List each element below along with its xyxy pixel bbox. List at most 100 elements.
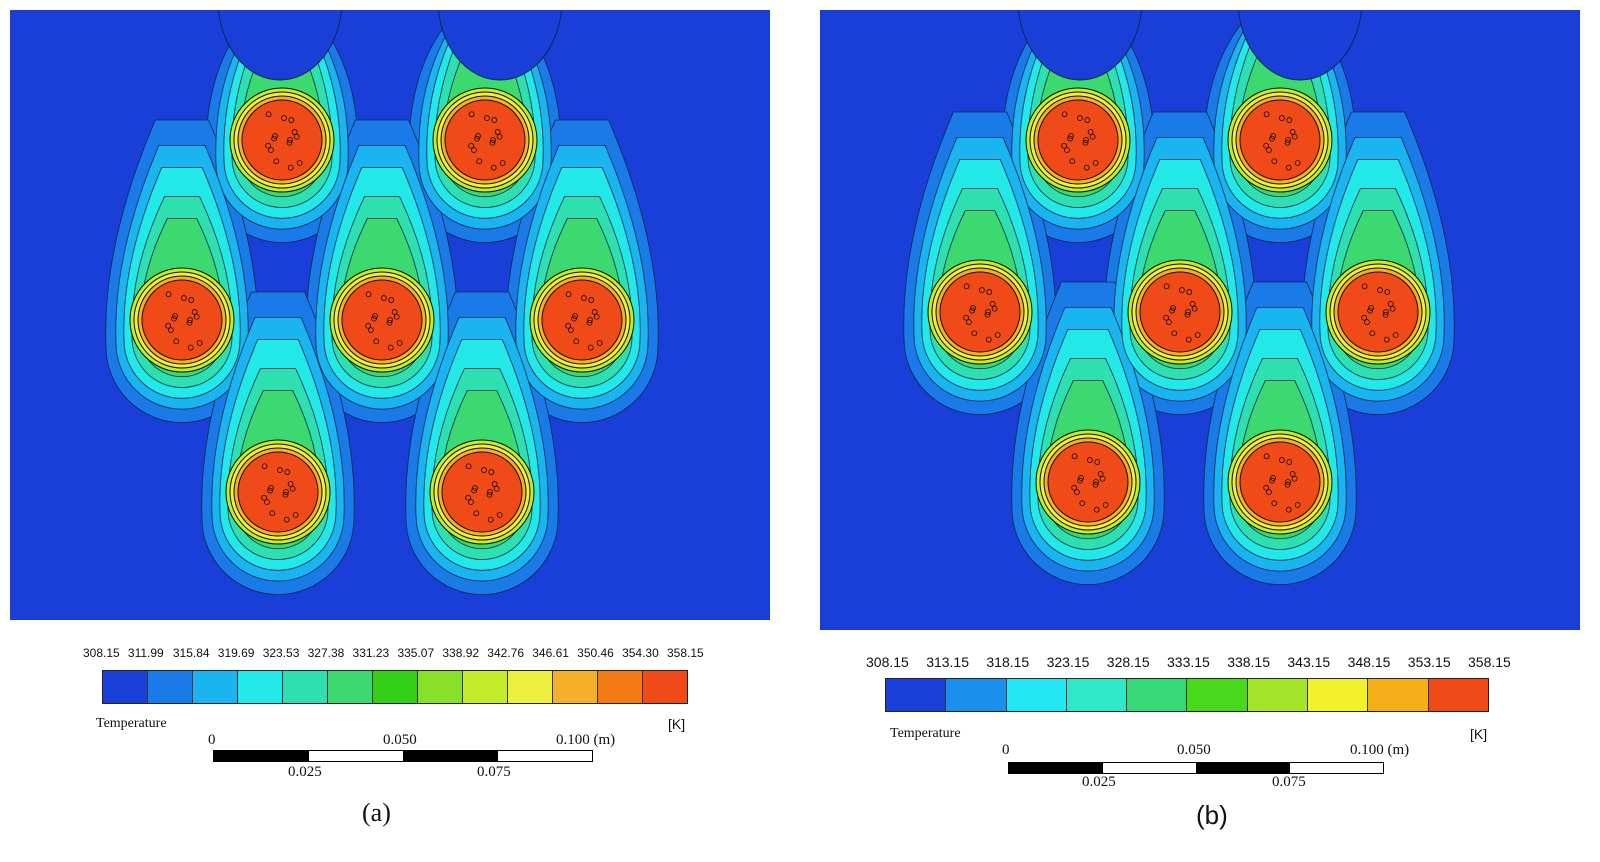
core-speckle bbox=[490, 137, 496, 143]
core-speckle bbox=[1093, 479, 1099, 485]
scale-label-075-b: 0.075 bbox=[1272, 774, 1306, 790]
legend-tick-label: 315.84 bbox=[172, 646, 210, 660]
core-speckle bbox=[1194, 332, 1201, 338]
legend-tick-label: 335.07 bbox=[397, 646, 435, 660]
legend-tick-label: 327.38 bbox=[307, 646, 345, 660]
legend-swatch bbox=[328, 671, 373, 703]
legend-tick-label: 319.69 bbox=[217, 646, 255, 660]
core-speckle bbox=[587, 317, 593, 323]
core-speckle bbox=[1263, 484, 1270, 491]
core-speckle bbox=[1361, 283, 1368, 290]
core-speckle bbox=[476, 158, 483, 165]
core-speckle bbox=[1094, 459, 1101, 465]
scale-label-075-a: 0.075 bbox=[477, 764, 511, 780]
core-speckle bbox=[1377, 287, 1383, 293]
core-speckle bbox=[165, 291, 172, 298]
core-speckle bbox=[287, 481, 294, 487]
core-speckle bbox=[969, 307, 976, 314]
core-speckle bbox=[985, 309, 991, 315]
core-hot bbox=[1047, 441, 1129, 523]
core-speckle bbox=[1294, 502, 1301, 508]
core-speckle bbox=[187, 344, 194, 351]
core-speckle bbox=[1061, 142, 1068, 149]
core-speckle bbox=[181, 295, 187, 301]
core-speckle bbox=[1279, 115, 1285, 121]
core-speckle bbox=[265, 111, 272, 118]
legend-swatch bbox=[1308, 679, 1369, 711]
core-speckle bbox=[171, 315, 178, 322]
legend-swatch bbox=[1006, 679, 1067, 711]
legend-tick-label: 338.92 bbox=[442, 646, 480, 660]
core-speckle bbox=[1289, 471, 1296, 477]
core-speckle bbox=[468, 499, 474, 506]
legend-swatch bbox=[553, 671, 598, 703]
core-speckle bbox=[1269, 135, 1276, 142]
core-speckle bbox=[368, 327, 374, 334]
core-speckle bbox=[1071, 453, 1078, 460]
scale-label-100-b: 0.100 (m) bbox=[1350, 742, 1410, 758]
core-speckle bbox=[985, 336, 992, 343]
legend-title-b: Temperature bbox=[890, 726, 961, 741]
core-speckle bbox=[1284, 139, 1291, 146]
core-speckle bbox=[365, 291, 372, 298]
core-speckle bbox=[1079, 500, 1086, 507]
core-speckle bbox=[1263, 453, 1270, 460]
core-speckle bbox=[1184, 311, 1191, 318]
core-speckle bbox=[1179, 287, 1185, 293]
core-speckle bbox=[1064, 147, 1070, 154]
legend-tick-label: 323.15 bbox=[1046, 654, 1090, 670]
contour-svg-a bbox=[10, 10, 770, 620]
core-speckle bbox=[268, 485, 274, 491]
core-speckle bbox=[289, 485, 296, 492]
core-speckle bbox=[487, 516, 494, 523]
core-hot bbox=[1037, 99, 1119, 181]
legend-colorbar-a bbox=[102, 670, 688, 704]
core-speckle bbox=[1084, 117, 1091, 123]
core-speckle bbox=[1185, 309, 1191, 315]
core-speckle bbox=[490, 164, 497, 171]
core-speckle bbox=[165, 322, 172, 329]
core-speckle bbox=[1099, 475, 1106, 482]
core-speckle bbox=[261, 494, 268, 501]
cavity-region bbox=[1237, 10, 1363, 81]
core-speckle bbox=[468, 142, 475, 149]
core-speckle bbox=[1189, 301, 1196, 307]
core-speckle bbox=[1266, 147, 1272, 154]
core-speckle bbox=[1082, 139, 1089, 146]
core-speckle bbox=[963, 283, 970, 290]
core-speckle bbox=[282, 491, 289, 498]
caption-a: (a) bbox=[362, 798, 391, 827]
core-speckle bbox=[489, 139, 496, 146]
core-speckle bbox=[396, 340, 403, 346]
core-speckle bbox=[1074, 489, 1080, 496]
panel-a: 308.15 311.99 315.84 319.69 323.53 327.38 331.… bbox=[0, 0, 780, 862]
core-speckle bbox=[1102, 502, 1109, 508]
legend-swatch bbox=[886, 679, 947, 711]
legend-title-a: Temperature bbox=[96, 716, 167, 731]
core-speckle bbox=[1092, 481, 1099, 488]
core-speckle bbox=[581, 295, 587, 301]
core-speckle bbox=[473, 510, 480, 517]
core-speckle bbox=[1185, 336, 1192, 343]
legend-tick-label: 343.15 bbox=[1287, 654, 1331, 670]
core-speckle bbox=[372, 313, 378, 319]
core-speckle bbox=[1266, 489, 1272, 496]
core-speckle bbox=[471, 147, 477, 154]
core-speckle bbox=[493, 485, 500, 492]
core-speckle bbox=[1078, 475, 1084, 481]
core-speckle bbox=[1291, 475, 1298, 482]
temperature-contour-field-a bbox=[10, 10, 770, 620]
core-speckle bbox=[989, 301, 996, 307]
legend-tick-label: 346.61 bbox=[532, 646, 569, 660]
legend-swatch bbox=[418, 671, 463, 703]
core-speckle bbox=[1263, 111, 1270, 118]
core-speckle bbox=[491, 481, 498, 487]
core-speckle bbox=[388, 297, 395, 303]
legend-swatch bbox=[283, 671, 328, 703]
core-speckle bbox=[1279, 457, 1285, 463]
core-speckle bbox=[365, 322, 372, 329]
core-speckle bbox=[979, 287, 985, 293]
core-speckle bbox=[586, 319, 593, 326]
legend-swatch bbox=[1428, 679, 1488, 711]
core-speckle bbox=[1384, 289, 1391, 295]
